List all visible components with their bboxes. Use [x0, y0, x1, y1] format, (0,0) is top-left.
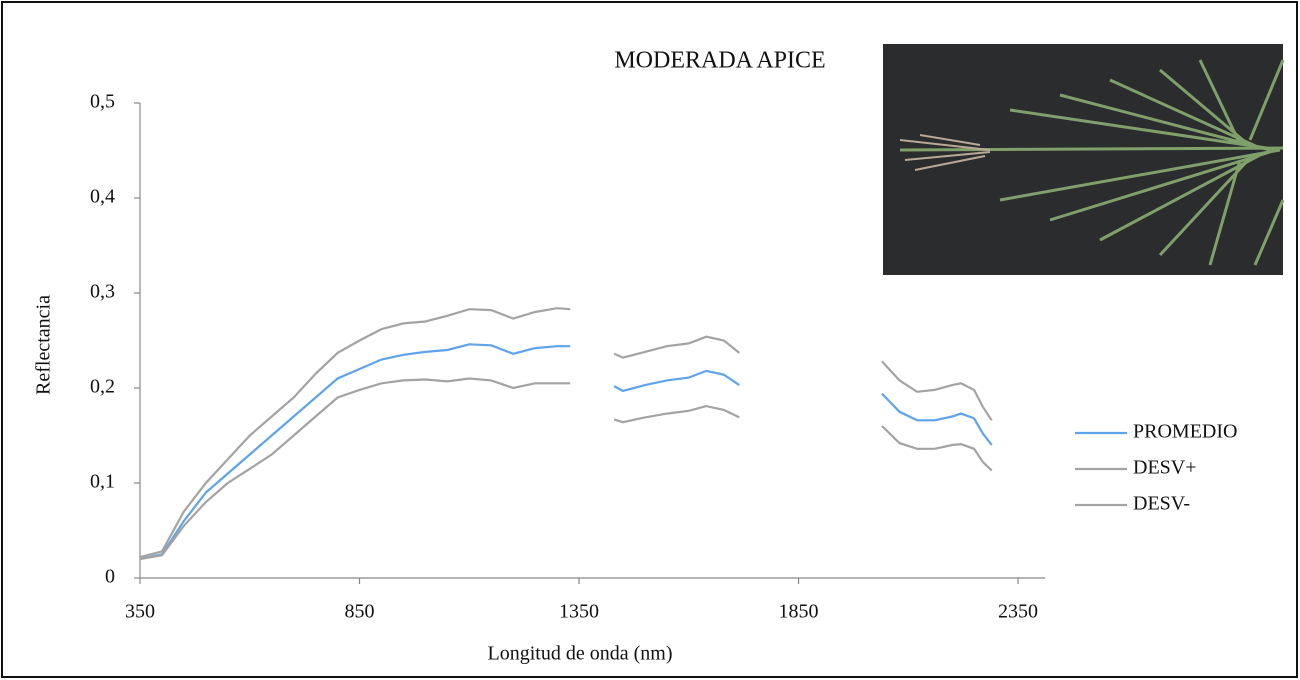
x-tick-label: 350: [125, 601, 155, 623]
y-tick-label: 0,3: [90, 281, 115, 303]
x-tick-label: 1850: [779, 601, 819, 623]
x-tick-label: 850: [345, 601, 375, 623]
series-line: [139, 377, 993, 561]
y-tick-label: 0,1: [90, 471, 115, 493]
chart-title: MODERADA APICE: [614, 48, 825, 74]
y-tick-label: 0,2: [90, 376, 115, 398]
x-tick-label: 1350: [559, 601, 599, 623]
x-axis-label: Longitud de onda (nm): [488, 643, 673, 665]
legend-label: DESV-: [1133, 493, 1190, 515]
photo: [883, 44, 1285, 275]
y-tick-label: 0,5: [90, 91, 115, 113]
y-tick-label: 0: [105, 566, 115, 588]
legend-label: DESV+: [1133, 457, 1197, 479]
legend-label: PROMEDIO: [1133, 421, 1237, 443]
series-line: [139, 307, 993, 559]
y-axis-label: Reflectancia: [33, 295, 55, 395]
x-tick-label: 2350: [998, 601, 1038, 623]
series-line: [139, 343, 993, 561]
y-tick-label: 0,4: [90, 186, 115, 208]
